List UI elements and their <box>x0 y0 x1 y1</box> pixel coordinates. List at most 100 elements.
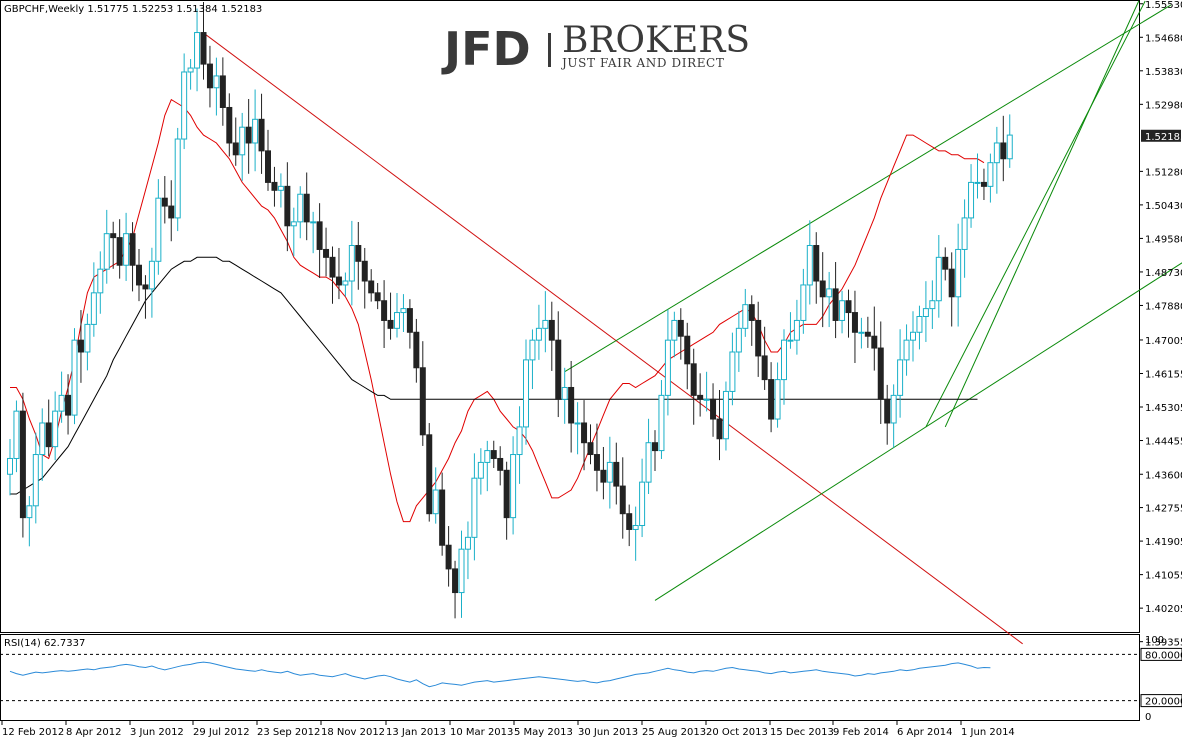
candle-body <box>806 245 813 286</box>
candle-body <box>26 505 33 519</box>
candle <box>793 299 800 355</box>
candle <box>593 423 600 492</box>
candle <box>529 329 536 390</box>
candle <box>97 251 104 314</box>
candle <box>781 329 787 405</box>
candle <box>942 247 949 281</box>
svg-text:BROKERS: BROKERS <box>562 20 750 61</box>
candle <box>735 310 742 372</box>
rsi-line <box>9 661 991 688</box>
candle <box>968 164 975 228</box>
candle-body <box>323 248 330 258</box>
candle <box>155 179 162 275</box>
candle <box>484 440 491 492</box>
candle <box>387 292 394 340</box>
candle-body <box>697 394 704 400</box>
price-tick-label: 1.55530 <box>1145 0 1182 11</box>
candle <box>774 362 781 428</box>
candle <box>845 289 852 338</box>
price-tick-label: 1.48730 <box>1145 268 1182 279</box>
candle <box>658 380 665 459</box>
candle <box>71 328 78 425</box>
jfd-logo: JFD BROKERS JUST FAIR AND DIRECT <box>441 20 750 76</box>
candle <box>897 329 904 418</box>
candle <box>677 308 684 360</box>
rsi-level-tag <box>1140 647 1182 661</box>
candle <box>839 290 846 334</box>
date-tick-label: 12 Feb 2012 <box>2 727 64 738</box>
trendline-steep-support-1 <box>925 0 1146 428</box>
last-price-label: 1.52183 <box>1145 132 1182 143</box>
price-tick-label: 1.41055 <box>1145 571 1182 582</box>
candle <box>329 246 336 304</box>
candle <box>458 530 465 618</box>
candle-body <box>271 181 278 191</box>
candle <box>542 291 549 353</box>
candle <box>413 318 420 383</box>
candle <box>129 222 136 292</box>
candle <box>84 313 91 371</box>
candle-body <box>606 461 613 483</box>
candle-body <box>935 256 942 302</box>
candle <box>335 247 342 300</box>
candle <box>168 180 175 242</box>
candle <box>587 424 594 465</box>
rsi-header: RSI(14) 62.7337 <box>4 638 85 649</box>
candle-body <box>561 386 568 400</box>
candle-body <box>793 319 800 341</box>
candle-body <box>148 260 155 290</box>
candle <box>800 268 807 334</box>
candle <box>974 153 981 199</box>
candle <box>722 381 729 451</box>
price-tick-label: 1.53830 <box>1145 67 1182 78</box>
candle <box>381 280 388 348</box>
candle-body <box>252 118 259 144</box>
candle <box>258 93 265 174</box>
candle-body <box>574 422 581 425</box>
date-tick-label: 20 Oct 2013 <box>706 727 768 738</box>
candle-body <box>890 394 897 424</box>
candle-body <box>90 292 97 325</box>
candle-body <box>768 379 775 420</box>
candle <box>1006 114 1013 168</box>
candle <box>890 384 897 448</box>
candle-body <box>13 410 20 459</box>
candle-body <box>19 410 26 519</box>
price-tick-label: 1.47880 <box>1145 301 1182 312</box>
candle-body <box>155 197 162 262</box>
candle <box>535 304 542 360</box>
date-tick-label: 9 Feb 2014 <box>833 727 889 738</box>
candle <box>19 392 26 538</box>
candle <box>7 438 13 496</box>
candle-body <box>284 185 291 227</box>
candle-body <box>484 450 491 463</box>
candle-body <box>368 280 375 294</box>
candle <box>664 309 671 416</box>
candle <box>45 399 52 457</box>
candle <box>561 367 568 424</box>
candle-body <box>593 454 600 471</box>
candle-body <box>374 292 381 302</box>
date-tick-label: 8 Apr 2012 <box>66 727 121 738</box>
candle-body <box>761 355 768 381</box>
candle-body <box>774 379 781 420</box>
candle <box>832 262 839 339</box>
candle-body <box>581 422 588 444</box>
ma-slow-line <box>10 256 978 495</box>
candle-body <box>187 67 194 73</box>
candle <box>239 112 246 181</box>
candle-body <box>710 398 717 420</box>
candle <box>929 280 936 329</box>
candle-body <box>703 398 710 401</box>
candle-body <box>1000 142 1007 160</box>
candle-body <box>161 197 168 207</box>
candle-body <box>832 288 839 321</box>
candle <box>277 173 284 208</box>
svg-text:JUST FAIR AND DIRECT: JUST FAIR AND DIRECT <box>560 56 724 70</box>
price-tick-label: 1.49580 <box>1145 234 1182 245</box>
candle-body <box>452 568 459 594</box>
rsi-scale-label: 80.00000 <box>1145 650 1182 661</box>
candle <box>581 400 588 471</box>
candle-body <box>477 461 484 479</box>
